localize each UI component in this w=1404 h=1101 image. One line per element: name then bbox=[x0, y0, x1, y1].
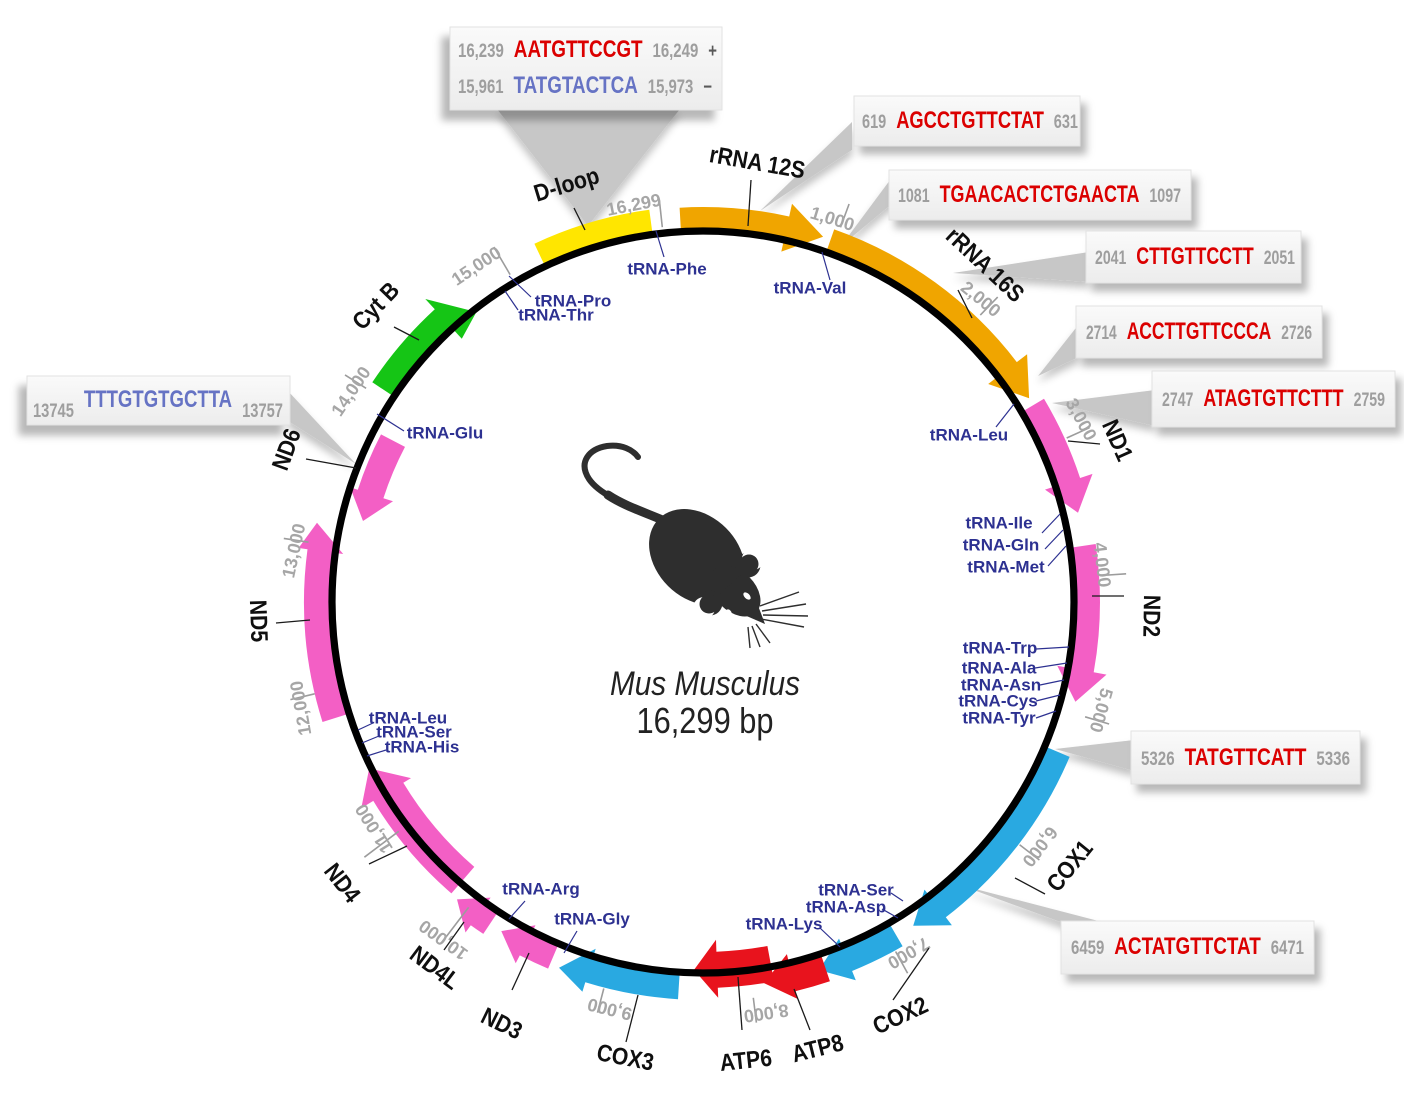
svg-text:tRNA-Lys: tRNA-Lys bbox=[746, 914, 823, 933]
svg-text:2726: 2726 bbox=[1281, 323, 1312, 344]
svg-text:tRNA-Leu: tRNA-Leu bbox=[930, 425, 1008, 444]
svg-text:2051: 2051 bbox=[1264, 248, 1296, 269]
svg-text:tRNA-Ser: tRNA-Ser bbox=[376, 722, 452, 741]
svg-text:TATGTACTCA: TATGTACTCA bbox=[514, 72, 638, 99]
svg-text:tRNA-Thr: tRNA-Thr bbox=[518, 305, 594, 324]
svg-text:−: − bbox=[703, 77, 712, 98]
svg-text:16,249: 16,249 bbox=[653, 41, 699, 62]
svg-text:2747: 2747 bbox=[1162, 390, 1193, 411]
svg-text:15,961: 15,961 bbox=[458, 77, 504, 98]
svg-text:1081: 1081 bbox=[898, 186, 930, 207]
svg-text:TATGTTCATT: TATGTTCATT bbox=[1185, 744, 1307, 771]
svg-text:2041: 2041 bbox=[1095, 248, 1127, 269]
svg-text:AGCCTGTTCTAT: AGCCTGTTCTAT bbox=[896, 107, 1044, 134]
svg-text:tRNA-His: tRNA-His bbox=[385, 737, 460, 756]
svg-text:ATAGTGTTCTTT: ATAGTGTTCTTT bbox=[1203, 385, 1343, 412]
svg-text:tRNA-Asp: tRNA-Asp bbox=[806, 897, 886, 916]
svg-text:ACTATGTTCTAT: ACTATGTTCTAT bbox=[1114, 933, 1261, 960]
svg-text:ND5: ND5 bbox=[244, 599, 272, 642]
svg-text:619: 619 bbox=[862, 112, 886, 133]
svg-text:tRNA-Leu: tRNA-Leu bbox=[369, 708, 447, 727]
svg-text:tRNA-Ser: tRNA-Ser bbox=[818, 880, 894, 899]
svg-text:2714: 2714 bbox=[1086, 323, 1117, 344]
svg-text:Mus Musculus: Mus Musculus bbox=[610, 665, 800, 703]
svg-text:tRNA-Gly: tRNA-Gly bbox=[554, 909, 630, 928]
svg-text:tRNA-Met: tRNA-Met bbox=[967, 557, 1045, 576]
svg-text:TGAACACTCTGAACTA: TGAACACTCTGAACTA bbox=[940, 181, 1140, 208]
svg-text:13757: 13757 bbox=[242, 401, 283, 422]
svg-text:tRNA-Phe: tRNA-Phe bbox=[627, 259, 706, 278]
svg-text:2759: 2759 bbox=[1354, 390, 1385, 411]
svg-text:ACCTTGTTCCCA: ACCTTGTTCCCA bbox=[1127, 318, 1272, 345]
svg-text:15,973: 15,973 bbox=[648, 77, 694, 98]
svg-text:ATP6: ATP6 bbox=[718, 1045, 773, 1077]
svg-text:tRNA-Arg: tRNA-Arg bbox=[502, 879, 579, 898]
svg-text:6471: 6471 bbox=[1271, 938, 1305, 959]
svg-text:tRNA-Gln: tRNA-Gln bbox=[963, 535, 1039, 554]
svg-text:TTTGTGTGCTTA: TTTGTGTGCTTA bbox=[84, 386, 232, 413]
svg-text:tRNA-Val: tRNA-Val bbox=[774, 278, 847, 297]
svg-text:16,299 bp: 16,299 bp bbox=[637, 700, 774, 741]
svg-text:16,239: 16,239 bbox=[458, 41, 504, 62]
svg-text:tRNA-Ala: tRNA-Ala bbox=[962, 658, 1037, 677]
svg-text:6459: 6459 bbox=[1071, 938, 1104, 959]
svg-text:tRNA-Pro: tRNA-Pro bbox=[535, 291, 612, 310]
svg-text:AATGTTCCGT: AATGTTCCGT bbox=[514, 36, 643, 63]
svg-text:tRNA-Tyr: tRNA-Tyr bbox=[962, 708, 1036, 727]
svg-text:tRNA-Asn: tRNA-Asn bbox=[961, 675, 1041, 694]
svg-text:tRNA-Cys: tRNA-Cys bbox=[958, 691, 1037, 710]
svg-text:tRNA-Ile: tRNA-Ile bbox=[965, 513, 1032, 532]
svg-text:tRNA-Trp: tRNA-Trp bbox=[963, 638, 1038, 657]
svg-text:5336: 5336 bbox=[1316, 749, 1350, 770]
svg-text:tRNA-Glu: tRNA-Glu bbox=[407, 423, 483, 442]
svg-text:+: + bbox=[708, 41, 717, 62]
svg-text:1097: 1097 bbox=[1149, 186, 1181, 207]
svg-text:631: 631 bbox=[1054, 112, 1079, 133]
svg-text:ND2: ND2 bbox=[1137, 595, 1165, 638]
svg-text:13745: 13745 bbox=[33, 401, 74, 422]
svg-text:CTTGTTCCTT: CTTGTTCCTT bbox=[1136, 243, 1254, 270]
svg-text:5326: 5326 bbox=[1141, 749, 1175, 770]
